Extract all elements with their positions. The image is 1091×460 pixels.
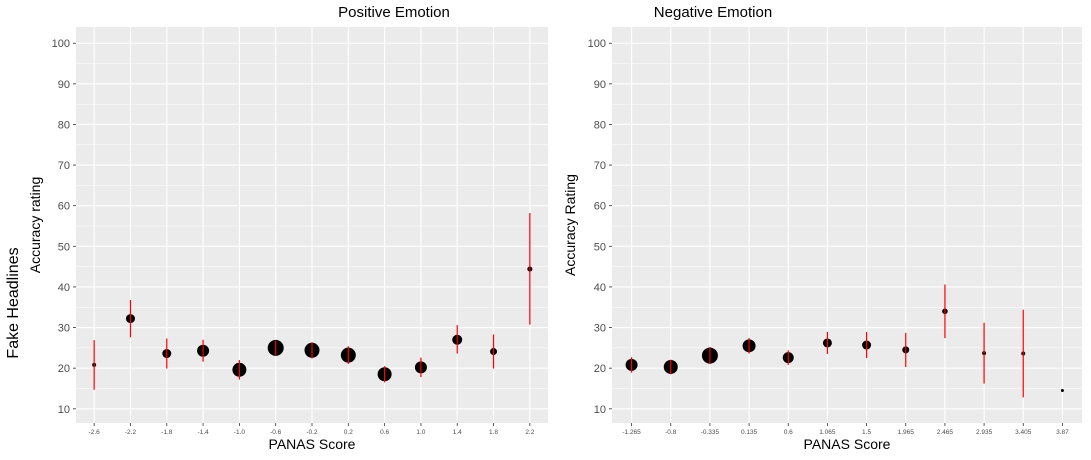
x-tick-label: -0.335	[701, 429, 720, 436]
panel-positive-emotion: Positive Emotion Accuracy rating PANAS S…	[27, 4, 548, 452]
y-tick-label: 20	[594, 363, 606, 375]
y-tick-label: 10	[58, 404, 70, 416]
y-tick-label: 90	[594, 79, 606, 91]
y-tick-label: 80	[594, 119, 606, 131]
y-tick-label: 50	[594, 241, 606, 253]
y-tick-label: 60	[594, 201, 606, 213]
y-tick-label: 100	[52, 38, 70, 50]
x-tick-label: 1.4	[453, 429, 462, 436]
x-tick-label: 1.0	[416, 429, 425, 436]
y-tick-label: 10	[594, 404, 606, 416]
panel-negative-emotion: Negative Emotion Accuracy Rating PANAS S…	[562, 4, 1082, 452]
x-tick-label: 1.965	[898, 429, 915, 436]
data-point	[1060, 389, 1064, 393]
row-label: Fake Headlines	[5, 247, 22, 358]
y-tick-label: 90	[58, 79, 70, 91]
y-axis-label: Accuracy rating	[27, 177, 43, 273]
x-tick-label: 0.6	[784, 429, 793, 436]
x-axis-label: PANAS Score	[269, 436, 356, 452]
y-tick-label: 30	[594, 323, 606, 335]
y-tick-label: 70	[594, 160, 606, 172]
x-tick-label: -0.8	[665, 429, 677, 436]
x-tick-label: 2.2	[525, 429, 534, 436]
y-tick-label: 20	[58, 363, 70, 375]
y-tick-label: 100	[588, 38, 606, 50]
y-tick-label: 30	[58, 323, 70, 335]
y-tick-label: 70	[58, 160, 70, 172]
y-axis-label: Accuracy Rating	[562, 174, 578, 276]
x-tick-label: 1.065	[819, 429, 836, 436]
plot-background	[612, 27, 1082, 423]
y-tick-label: 40	[594, 282, 606, 294]
y-tick-label: 60	[58, 201, 70, 213]
x-tick-label: -2.6	[89, 429, 101, 436]
x-tick-label: -1.8	[161, 429, 173, 436]
x-tick-label: 0.6	[380, 429, 389, 436]
chart-title: Negative Emotion	[654, 4, 772, 21]
x-tick-label: -1.4	[197, 429, 209, 436]
x-tick-label: -1.265	[622, 429, 641, 436]
x-tick-label: 2.935	[976, 429, 993, 436]
x-axis-label: PANAS Score	[804, 436, 891, 452]
x-tick-label: 0.135	[741, 429, 758, 436]
x-tick-label: -2.2	[125, 429, 137, 436]
x-tick-label: 3.87	[1056, 429, 1069, 436]
x-tick-label: 0.2	[344, 429, 353, 436]
x-tick-label: -0.6	[270, 429, 282, 436]
y-tick-label: 80	[58, 119, 70, 131]
x-tick-label: -0.2	[306, 429, 318, 436]
x-tick-label: 1.8	[489, 429, 498, 436]
x-tick-label: 2.465	[937, 429, 954, 436]
x-tick-label: 1.5	[862, 429, 871, 436]
chart-title: Positive Emotion	[338, 4, 450, 21]
x-tick-label: 3.405	[1015, 429, 1032, 436]
y-tick-label: 40	[58, 282, 70, 294]
x-tick-label: -1.0	[234, 429, 246, 436]
y-tick-label: 50	[58, 241, 70, 253]
